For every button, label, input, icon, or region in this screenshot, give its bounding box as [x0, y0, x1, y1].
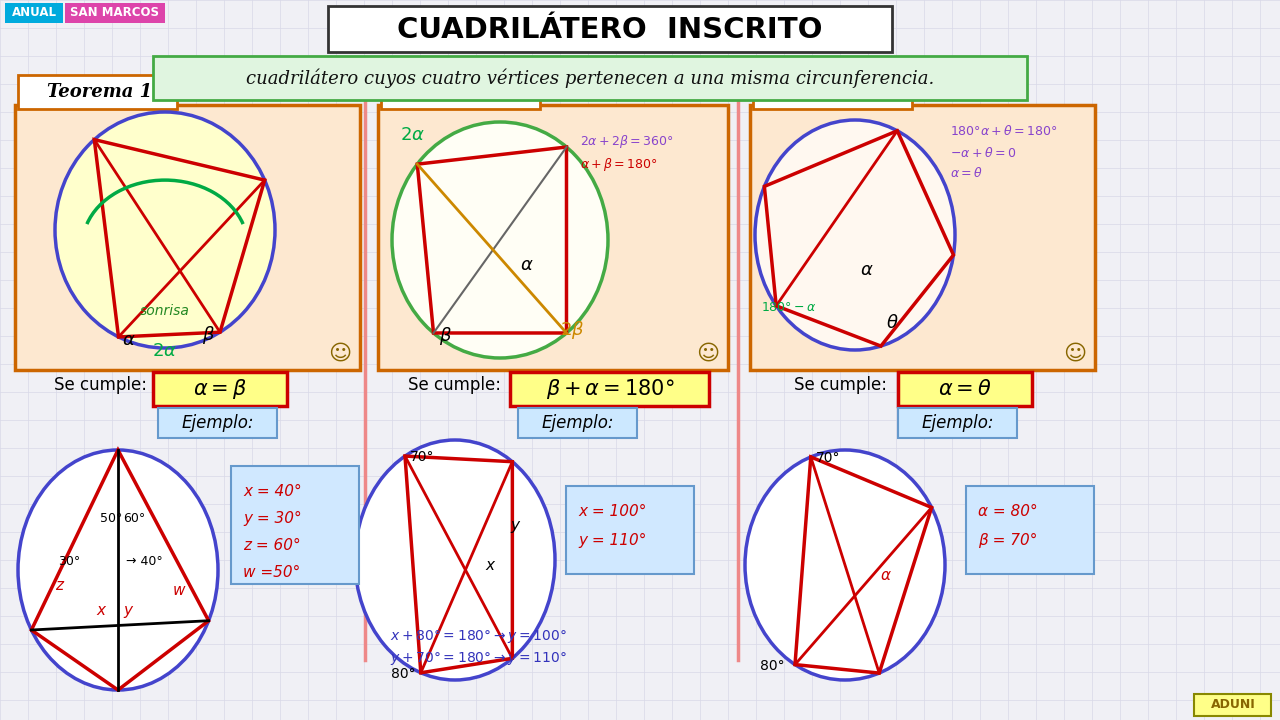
Text: $\alpha$: $\alpha$ [881, 568, 892, 583]
Text: y: y [123, 603, 132, 618]
FancyBboxPatch shape [518, 408, 637, 438]
FancyBboxPatch shape [157, 408, 276, 438]
Text: 70°: 70° [410, 450, 434, 464]
FancyBboxPatch shape [65, 3, 165, 23]
FancyBboxPatch shape [899, 372, 1032, 406]
Text: Se cumple:: Se cumple: [794, 376, 887, 394]
Text: $180°\alpha+\theta=180°$: $180°\alpha+\theta=180°$ [950, 124, 1057, 138]
Text: $\beta$: $\beta$ [202, 324, 215, 346]
Text: CUADRILÁTERO  INSCRITO: CUADRILÁTERO INSCRITO [397, 16, 823, 44]
Text: Se cumple:: Se cumple: [408, 376, 502, 394]
Text: $\alpha$: $\alpha$ [520, 256, 534, 274]
FancyBboxPatch shape [154, 372, 287, 406]
Text: $y+70°=180°\rightarrow y=110°$: $y+70°=180°\rightarrow y=110°$ [390, 650, 567, 667]
Text: 80°: 80° [760, 659, 785, 672]
FancyBboxPatch shape [509, 372, 709, 406]
FancyBboxPatch shape [328, 6, 892, 52]
Text: $\beta + \alpha = 180°$: $\beta + \alpha = 180°$ [545, 377, 675, 401]
FancyBboxPatch shape [230, 466, 358, 584]
Text: z: z [55, 578, 63, 593]
Text: $2\alpha$: $2\alpha$ [152, 342, 178, 360]
Text: sonrisa: sonrisa [140, 304, 189, 318]
Text: Teorema 2: Teorema 2 [411, 83, 516, 101]
Text: ☺: ☺ [329, 344, 352, 364]
Ellipse shape [18, 450, 218, 690]
Text: w: w [173, 583, 186, 598]
Text: $\alpha$: $\alpha$ [860, 261, 874, 279]
FancyBboxPatch shape [753, 75, 911, 109]
Text: cuadrilátero cuyos cuatro vértices pertenecen a una misma circunferencia.: cuadrilátero cuyos cuatro vértices perte… [246, 68, 934, 88]
FancyBboxPatch shape [18, 75, 177, 109]
Text: $2\alpha$: $2\alpha$ [399, 126, 425, 144]
Text: $\alpha=\theta$: $\alpha=\theta$ [950, 166, 983, 180]
Text: α = 80°
β = 70°: α = 80° β = 70° [978, 504, 1038, 549]
Text: SAN MARCOS: SAN MARCOS [70, 6, 160, 19]
FancyBboxPatch shape [750, 105, 1094, 370]
Text: → 40°: → 40° [125, 555, 163, 568]
Text: Ejemplo:: Ejemplo: [182, 414, 255, 432]
Text: 70°: 70° [815, 451, 840, 465]
Text: y: y [509, 518, 518, 533]
FancyBboxPatch shape [154, 56, 1027, 100]
Text: $\beta$: $\beta$ [439, 325, 452, 347]
Text: x = 100°
y = 110°: x = 100° y = 110° [579, 504, 646, 549]
FancyBboxPatch shape [378, 105, 728, 370]
Text: ☺: ☺ [696, 344, 719, 364]
Text: Teorema 3: Teorema 3 [782, 83, 887, 101]
Ellipse shape [755, 120, 955, 350]
Text: 60°: 60° [123, 512, 145, 525]
Text: $\alpha = \theta$: $\alpha = \theta$ [938, 379, 992, 399]
Text: 80°: 80° [390, 667, 416, 681]
Text: ANUAL: ANUAL [12, 6, 56, 19]
Ellipse shape [355, 440, 556, 680]
Text: 50°: 50° [100, 512, 123, 525]
Text: Teorema 1: Teorema 1 [47, 83, 152, 101]
FancyBboxPatch shape [566, 486, 694, 574]
Text: $\theta$: $\theta$ [886, 314, 899, 332]
FancyBboxPatch shape [1194, 694, 1271, 716]
Text: $2\beta$: $2\beta$ [561, 319, 585, 341]
Text: Ejemplo:: Ejemplo: [922, 414, 995, 432]
Ellipse shape [55, 112, 275, 348]
Text: $\alpha = \beta$: $\alpha = \beta$ [193, 377, 247, 401]
Text: x: x [485, 558, 494, 573]
Ellipse shape [392, 122, 608, 358]
Text: x: x [96, 603, 105, 618]
Ellipse shape [745, 450, 945, 680]
Text: Se cumple:: Se cumple: [54, 376, 146, 394]
FancyBboxPatch shape [15, 105, 360, 370]
Text: $\alpha+\beta=180°$: $\alpha+\beta=180°$ [580, 156, 658, 173]
Text: $-\alpha+\theta=0$: $-\alpha+\theta=0$ [950, 146, 1016, 160]
Text: 30°: 30° [58, 555, 81, 568]
FancyBboxPatch shape [381, 75, 540, 109]
Text: Ejemplo:: Ejemplo: [541, 414, 614, 432]
FancyBboxPatch shape [5, 3, 63, 23]
Text: $x+80°=180°\rightarrow y=100°$: $x+80°=180°\rightarrow y=100°$ [390, 628, 567, 645]
FancyBboxPatch shape [899, 408, 1018, 438]
Text: ADUNI: ADUNI [1211, 698, 1256, 711]
Text: ☺: ☺ [1064, 344, 1087, 364]
FancyBboxPatch shape [966, 486, 1094, 574]
Text: $180°-\alpha$: $180°-\alpha$ [762, 301, 817, 314]
Text: $2\alpha+2\beta=360°$: $2\alpha+2\beta=360°$ [580, 133, 673, 150]
Text: x = 40°
y = 30°
z = 60°
w =50°: x = 40° y = 30° z = 60° w =50° [243, 484, 302, 580]
Text: $\alpha$: $\alpha$ [122, 331, 136, 349]
